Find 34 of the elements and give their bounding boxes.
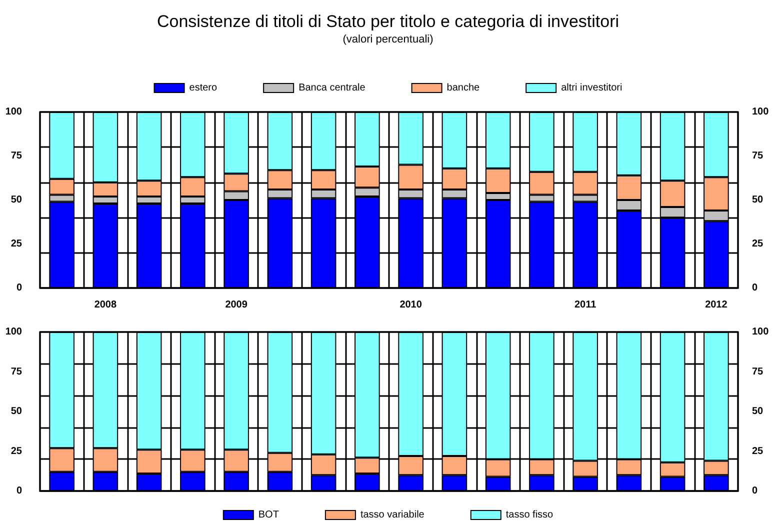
legend-label: tasso fisso	[506, 510, 554, 520]
y-tick-label: 25	[10, 446, 22, 457]
y2-tick-label: 25	[752, 446, 764, 457]
legend-label: tasso variabile	[360, 510, 425, 520]
chart-title: Consistenze di titoli di Stato per titolo e categoria di investitori	[156, 12, 620, 31]
legend-label: Banca centrale	[298, 82, 366, 94]
legend-label: estero	[189, 82, 218, 94]
y2-tick-label: 100	[752, 326, 770, 338]
y-tick-label: 50	[10, 194, 22, 206]
y-tick-label: 0	[16, 486, 22, 496]
legend-label: banche	[446, 82, 480, 94]
y2-tick-label: 100	[752, 106, 770, 118]
legend-label: altri investitori	[561, 82, 622, 94]
legend-label: BOT	[258, 510, 279, 520]
x-tick-label: 2008	[94, 300, 117, 310]
y-tick-label: 100	[5, 326, 22, 338]
y-tick-label: 0	[16, 282, 22, 294]
y-tick-label: 75	[10, 150, 22, 162]
y2-tick-label: 75	[752, 366, 764, 378]
x-tick-label: 2009	[225, 300, 248, 310]
y-tick-label: 25	[10, 238, 22, 250]
y-tick-label: 75	[10, 366, 22, 378]
y-tick-label: 50	[10, 406, 22, 417]
y2-tick-label: 50	[752, 194, 764, 206]
y2-tick-label: 75	[752, 150, 764, 162]
x-tick-label: 2010	[400, 300, 422, 310]
x-tick-label: 2012	[705, 300, 728, 310]
y2-tick-label: 0	[752, 282, 758, 294]
y-tick-label: 100	[5, 106, 22, 118]
x-tick-label: 2011	[574, 300, 597, 310]
chart-subtitle: (valori percentuali)	[342, 34, 434, 46]
y2-tick-label: 25	[752, 238, 764, 250]
y2-tick-label: 0	[752, 486, 758, 496]
y2-tick-label: 50	[752, 406, 764, 417]
